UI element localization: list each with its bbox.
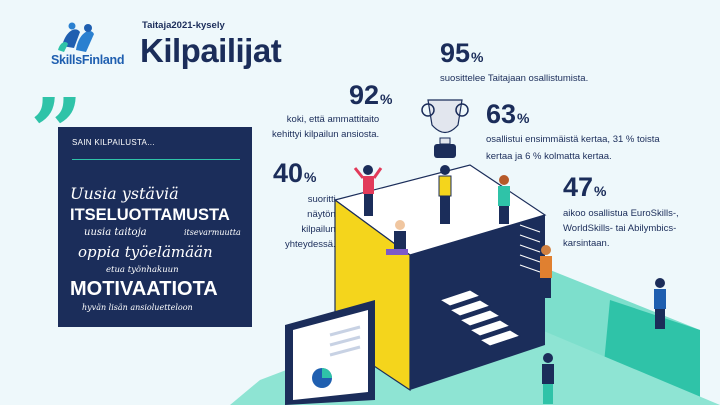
logo-text: SkillsFinland [51, 53, 125, 67]
page-title: Kilpailijat [140, 32, 282, 69]
panel-divider [72, 159, 240, 160]
panel-line-uusia-taitoja: uusia taitoja [84, 227, 147, 238]
skillsfinland-logo [58, 22, 94, 52]
trophy-icon [421, 99, 469, 158]
stat-92-value: 92% [349, 80, 393, 110]
stat-40-value: 40% [273, 158, 317, 188]
stat-40-text: suoritti näytön kilpailun yhteydessä. [285, 194, 336, 250]
person-side-orange [540, 245, 552, 298]
stat-95-text: suosittelee Taitajaan osallistumista. [440, 73, 589, 84]
stat-47-value: 47% [563, 172, 607, 202]
panel-line-etua-tyonhakuun: etua työnhakuun [106, 265, 179, 275]
person-seated [386, 220, 408, 255]
person-bottom-right [542, 353, 554, 404]
stat-47-text: aikoo osallistua EuroSkills-, WorldSkills… [563, 208, 679, 249]
panel-line-itseluottamusta: ITSELUOTTAMUSTA [70, 206, 230, 224]
person-right-stairs [654, 278, 666, 329]
person-cheering-left [353, 165, 383, 216]
panel-heading: SAIN KILPAILUSTA... [72, 138, 155, 147]
person-trophy-holder [438, 165, 452, 224]
panel-line-motivaatiota: MOTIVAATIOTA [70, 278, 218, 300]
panel-line-oppia-tyoelamaan: oppia työelämään [78, 243, 213, 261]
stat-63-value: 63% [486, 99, 530, 129]
quote-panel: SAIN KILPAILUSTA... Uusia ystäviä ITSELU… [58, 127, 252, 327]
panel-line-itsevarmuutta: itsevarmuutta [184, 228, 241, 237]
stat-95-value: 95% [440, 38, 484, 68]
panel-line-uusia-ystavia: Uusia ystäviä [70, 184, 179, 203]
survey-subtitle: Taitaja2021-kysely [142, 20, 225, 31]
panel-line-hyvan-lisan: hyvän lisän ansioluetteloon [82, 303, 193, 312]
person-right-top [498, 175, 510, 224]
stat-63-text: osallistui ensimmäistä kertaa, 31 % tois… [486, 134, 660, 162]
stat-92-text: koki, että ammattitaito kehittyi kilpailu… [272, 114, 380, 140]
